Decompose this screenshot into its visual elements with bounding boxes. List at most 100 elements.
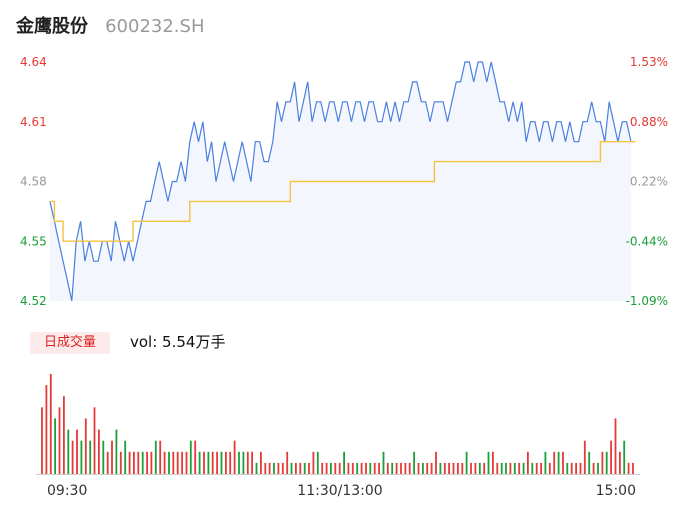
volume-bar [443, 462, 446, 474]
volume-bar [45, 385, 48, 474]
volume-bar [334, 462, 337, 474]
volume-bar [71, 440, 74, 474]
volume-bar [321, 462, 324, 474]
volume-bar [430, 462, 433, 474]
volume-bar [496, 462, 499, 474]
volume-bar [566, 462, 569, 474]
volume-bar [343, 451, 345, 474]
time-label: 15:00 [596, 483, 636, 499]
volume-bar [583, 440, 586, 474]
volume-bar [562, 451, 564, 474]
volume-bar [203, 451, 205, 474]
percent-tick-label: 1.53% [630, 55, 668, 69]
volume-bar [478, 462, 481, 474]
volume-bar [579, 462, 582, 474]
volume-total: vol: 5.54万手 [130, 333, 226, 351]
volume-bar [395, 462, 398, 474]
volume-bar [465, 451, 468, 474]
price-tick-label: 4.52 [20, 294, 47, 308]
volume-bar [347, 462, 350, 474]
volume-bar [570, 462, 573, 474]
volume-bar [277, 462, 280, 474]
volume-bar [133, 451, 135, 474]
volume-bar [251, 451, 253, 474]
volume-bar [295, 462, 297, 474]
volume-bar [233, 440, 236, 474]
volume-bar [457, 462, 459, 474]
volume-bar [106, 451, 109, 474]
volume-bar [80, 440, 83, 474]
volume-bar [601, 451, 604, 474]
volume-bar [426, 462, 429, 474]
volume-bar [115, 429, 118, 474]
volume-bar [216, 451, 218, 474]
volume-bar [124, 440, 127, 474]
volume-bar [303, 462, 306, 474]
volume-bar [41, 407, 43, 474]
volume-bar [382, 451, 385, 474]
volume-bar [492, 451, 494, 474]
volume-bar [632, 462, 634, 474]
price-tick-label: 4.64 [20, 55, 47, 69]
volume-bar [518, 462, 521, 474]
volume-bars [36, 374, 640, 475]
stock-title: 金鹰股份 600232.SH [16, 12, 205, 40]
volume-bar [391, 462, 394, 474]
volume-bar [54, 418, 56, 474]
volume-bar [268, 462, 271, 474]
volume-bar [89, 440, 92, 474]
volume-bar [605, 451, 608, 474]
time-label: 09:30 [47, 483, 87, 499]
volume-bar [246, 451, 249, 474]
volume-bar [548, 462, 551, 474]
volume-bar [176, 451, 179, 474]
volume-bar [168, 451, 170, 474]
price-line [49, 61, 632, 302]
volume-bar [330, 462, 332, 474]
volume-bar [137, 451, 140, 474]
volume-bar [439, 462, 442, 474]
volume-bar [338, 462, 341, 474]
volume-bar [522, 462, 525, 474]
volume-bar [505, 462, 507, 474]
volume-bar [273, 462, 275, 474]
stock-name: 金鹰股份 [16, 16, 88, 37]
volume-bar [588, 451, 591, 474]
volume-bar [544, 451, 547, 474]
volume-bar [610, 440, 612, 474]
volume-bar [592, 462, 595, 474]
volume-bar [627, 462, 630, 474]
volume-bar [417, 462, 420, 474]
volume-bar [614, 418, 617, 474]
volume-bar [408, 462, 411, 474]
volume-bar [141, 451, 144, 474]
volume-bar [84, 418, 87, 474]
volume-bar [474, 462, 477, 474]
volume-bar [58, 407, 61, 474]
volume-bar [448, 462, 450, 474]
volume-bar [281, 462, 284, 474]
volume-bar [98, 429, 100, 474]
volume-bar [159, 440, 162, 474]
volume-bar [535, 462, 538, 474]
volume-bar [351, 462, 354, 474]
volume-bar [513, 462, 516, 474]
volume-bar [422, 462, 424, 474]
volume-bar [185, 451, 188, 474]
volume-bar [316, 451, 319, 474]
volume-bar [400, 462, 402, 474]
volume-bar [290, 462, 293, 474]
volume-bar [360, 462, 363, 474]
percent-tick-label: 0.22% [630, 175, 668, 189]
volume-bar [378, 462, 380, 474]
volume-bar [194, 440, 197, 474]
average-line [50, 141, 636, 242]
volume-bar [154, 440, 157, 474]
volume-bar [119, 451, 122, 474]
volume-bar [435, 451, 437, 474]
time-axis: 09:30 11:30/13:00 15:00 [47, 483, 636, 499]
volume-bar [365, 462, 367, 474]
stock-code: 600232.SH [105, 16, 205, 37]
volume-bar [299, 462, 302, 474]
